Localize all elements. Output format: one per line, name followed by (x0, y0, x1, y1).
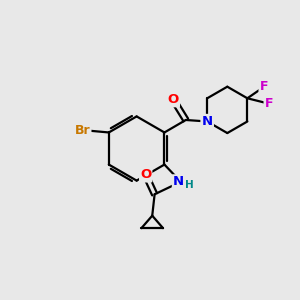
Text: N: N (202, 115, 213, 128)
Text: F: F (260, 80, 268, 94)
Text: N: N (202, 115, 213, 128)
Text: H: H (185, 180, 194, 190)
Text: Br: Br (75, 124, 91, 136)
Text: O: O (168, 93, 179, 106)
Text: N: N (173, 175, 184, 188)
Text: O: O (140, 169, 151, 182)
Text: F: F (265, 97, 273, 110)
